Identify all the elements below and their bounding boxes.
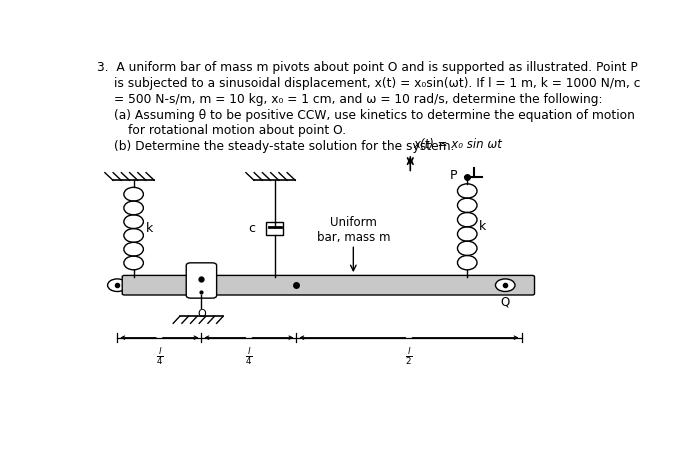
- Text: Q: Q: [500, 296, 510, 309]
- Text: (a) Assuming θ to be positive CCW, use kinetics to determine the equation of mot: (a) Assuming θ to be positive CCW, use k…: [113, 109, 634, 122]
- Text: $\frac{l}{4}$: $\frac{l}{4}$: [245, 345, 253, 366]
- Text: c: c: [248, 222, 256, 235]
- Text: $\frac{l}{4}$: $\frac{l}{4}$: [155, 345, 163, 366]
- Text: (b) Determine the steady-state solution for the system.: (b) Determine the steady-state solution …: [113, 140, 454, 153]
- Text: 3.  A uniform bar of mass m pivots about point O and is supported as illustrated: 3. A uniform bar of mass m pivots about …: [97, 61, 638, 74]
- Bar: [266, 222, 284, 235]
- Text: is subjected to a sinusoidal displacement, x(t) = x₀sin(ωt). If l = 1 m, k = 100: is subjected to a sinusoidal displacemen…: [113, 77, 640, 90]
- Text: Uniform
bar, mass m: Uniform bar, mass m: [316, 216, 390, 244]
- Text: x(t) = x₀ sin ωt: x(t) = x₀ sin ωt: [413, 138, 502, 151]
- Circle shape: [496, 279, 515, 291]
- Text: = 500 N-s/m, m = 10 kg, x₀ = 1 cm, and ω = 10 rad/s, determine the following:: = 500 N-s/m, m = 10 kg, x₀ = 1 cm, and ω…: [113, 93, 602, 106]
- Text: P: P: [450, 168, 458, 182]
- Text: O: O: [197, 309, 206, 319]
- Text: k: k: [480, 220, 486, 233]
- Circle shape: [108, 279, 127, 291]
- Text: for rotational motion about point O.: for rotational motion about point O.: [128, 124, 346, 138]
- FancyBboxPatch shape: [186, 263, 216, 298]
- FancyBboxPatch shape: [122, 276, 535, 295]
- Text: $\frac{l}{2}$: $\frac{l}{2}$: [405, 345, 413, 366]
- Text: k: k: [146, 222, 153, 235]
